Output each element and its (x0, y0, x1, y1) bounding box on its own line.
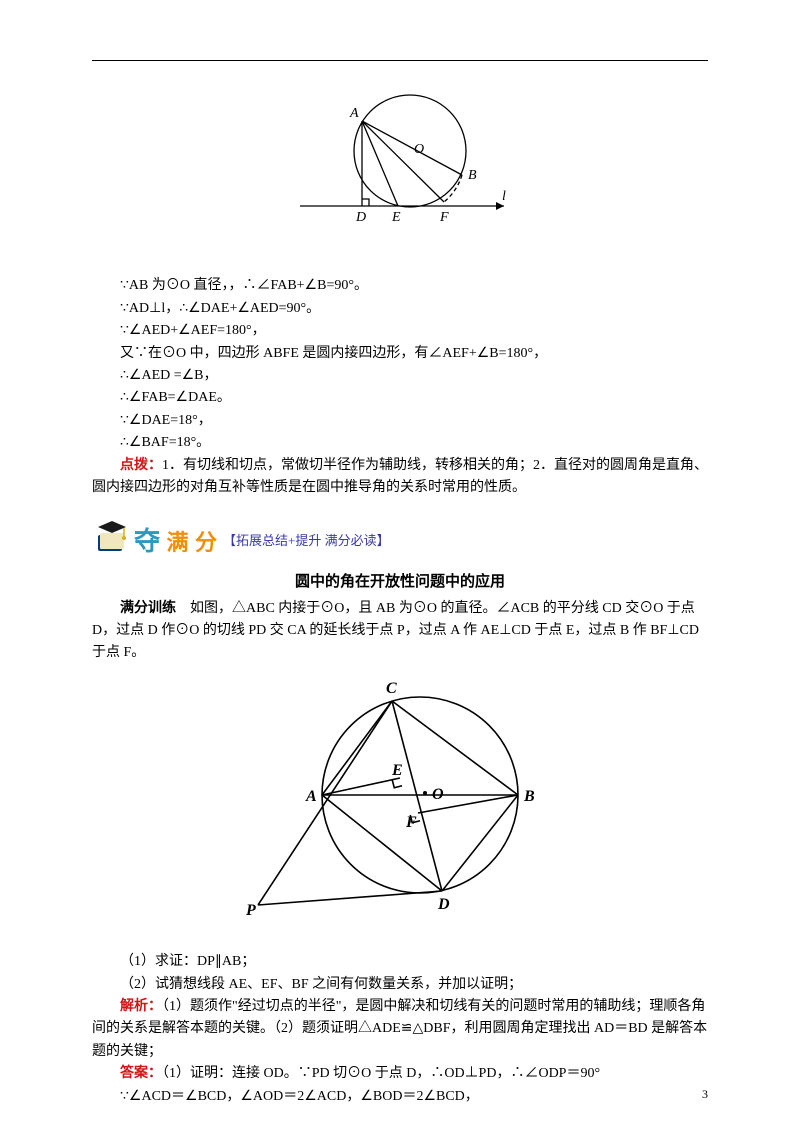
analysis-paragraph: 解析：（1）题须作"经过切点的半径"，是圆中解决和切线有关的问题时常用的辅助线；… (92, 996, 708, 1063)
book-hat-icon (92, 517, 132, 565)
proof-line-1: ∵AB 为⊙O 直径，，∴∠FAB+∠B=90°。 (92, 275, 708, 297)
section-badge: 夺 满 分 【拓展总结+提升 满分必读】 (92, 517, 708, 565)
answer-text-1: （1）证明：连接 OD。∵PD 切⊙O 于点 D，∴OD⊥PD，∴∠ODP＝90… (162, 1066, 600, 1081)
svg-text:B: B (468, 168, 477, 183)
analysis-text: （1）题须作"经过切点的半径"，是圆中解决和切线有关的问题时常用的辅助线；理顺各… (92, 999, 707, 1059)
svg-text:E: E (391, 762, 403, 779)
question-list: （1）求证：DP∥AB； （2）试猜想线段 AE、EF、BF 之间有何数量关系，… (92, 951, 708, 996)
proof-line-6: ∴∠FAB=∠DAE。 (92, 387, 708, 409)
proof-line-3: ∵∠AED+∠AEF=180°， (92, 320, 708, 342)
problem-paragraph: 满分训练 如图，△ABC 内接于⊙O，且 AB 为⊙O 的直径。∠ACB 的平分… (92, 598, 708, 665)
svg-text:l: l (502, 189, 506, 204)
top-rule (92, 60, 708, 61)
svg-text:F: F (405, 814, 417, 831)
section-title: 圆中的角在开放性问题中的应用 (92, 570, 708, 594)
proof-line-5: ∴∠AED =∠B， (92, 365, 708, 387)
figure-2: A B C D E F P O (92, 665, 708, 943)
badge-fen: 分 (195, 530, 217, 555)
answer-label: 答案： (120, 1066, 162, 1081)
tip-paragraph: 点拨：1．有切线和切点，常做切半径作为辅助线，转移相关的角；2．直径对的圆周角是… (92, 455, 708, 500)
svg-text:C: C (386, 680, 397, 697)
svg-text:B: B (523, 788, 535, 805)
svg-text:D: D (355, 210, 366, 225)
answer-line-1: 答案：（1）证明：连接 OD。∵PD 切⊙O 于点 D，∴OD⊥PD，∴∠ODP… (92, 1063, 708, 1085)
problem-label: 满分训练 (120, 601, 176, 616)
tip-label: 点拨： (120, 458, 162, 473)
svg-text:A: A (305, 788, 317, 805)
badge-man: 满 (167, 530, 189, 555)
question-1: （1）求证：DP∥AB； (92, 951, 708, 973)
page-number: 3 (702, 1085, 708, 1104)
svg-text:E: E (391, 210, 401, 225)
svg-text:A: A (349, 106, 359, 121)
svg-text:P: P (245, 902, 256, 919)
badge-text: 夺 满 分 (134, 521, 217, 563)
proof-line-8: ∴∠BAF=18°。 (92, 432, 708, 454)
figure-1-svg: O A B D E Fl (290, 79, 510, 259)
analysis-label: 解析： (120, 999, 162, 1014)
badge-duo: 夺 (134, 527, 160, 556)
figure-2-svg: A B C D E F P O (240, 665, 560, 935)
question-2: （2）试猜想线段 AE、EF、BF 之间有何数量关系，并加以证明； (92, 974, 708, 996)
svg-text:D: D (437, 896, 450, 913)
svg-text:O: O (432, 786, 444, 803)
figure-1: O A B D E Fl (92, 79, 708, 267)
answer-line-2: ∵∠ACD＝∠BCD，∠AOD＝2∠ACD，∠BOD＝2∠BCD， (92, 1086, 708, 1108)
problem-text: 如图，△ABC 内接于⊙O，且 AB 为⊙O 的直径。∠ACB 的平分线 CD … (92, 601, 699, 661)
proof-line-7: ∵∠DAE=18°， (92, 410, 708, 432)
tip-text: 1．有切线和切点，常做切半径作为辅助线，转移相关的角；2．直径对的圆周角是直角、… (92, 458, 708, 495)
svg-text:O: O (414, 142, 424, 157)
badge-subtitle: 【拓展总结+提升 满分必读】 (223, 531, 390, 552)
proof-line-2: ∵AD⊥l，∴∠DAE+∠AED=90°。 (92, 298, 708, 320)
svg-text:F: F (439, 210, 449, 225)
proof-line-4: 又∵在⊙O 中，四边形 ABFE 是圆内接四边形，有∠AEF+∠B=180°， (92, 343, 708, 365)
